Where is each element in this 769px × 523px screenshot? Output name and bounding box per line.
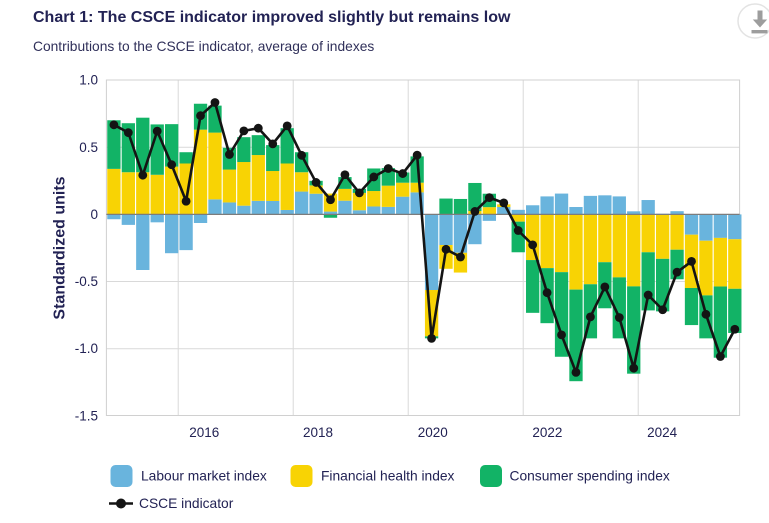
svg-text:1.0: 1.0 (79, 73, 98, 88)
svg-text:Chart 1: The CSCE indicator im: Chart 1: The CSCE indicator improved sli… (33, 9, 511, 26)
svg-text:Contributions to the CSCE indi: Contributions to the CSCE indicator, ave… (33, 39, 374, 54)
svg-text:2020: 2020 (418, 425, 448, 440)
svg-text:2018: 2018 (303, 425, 333, 440)
svg-text:-1.0: -1.0 (75, 341, 98, 356)
svg-text:-1.5: -1.5 (75, 408, 98, 423)
svg-text:0.5: 0.5 (79, 140, 98, 155)
svg-text:2022: 2022 (532, 425, 562, 440)
svg-text:-0.5: -0.5 (75, 274, 98, 289)
svg-text:2024: 2024 (647, 425, 678, 440)
svg-text:Standardized units: Standardized units (52, 176, 69, 319)
svg-text:Financial health index: Financial health index (321, 469, 455, 484)
svg-text:Labour market index: Labour market index (141, 469, 267, 484)
svg-text:Consumer spending index: Consumer spending index (510, 469, 670, 484)
svg-text:0: 0 (90, 207, 98, 222)
svg-text:CSCE indicator: CSCE indicator (139, 496, 234, 511)
svg-text:2016: 2016 (189, 425, 219, 440)
